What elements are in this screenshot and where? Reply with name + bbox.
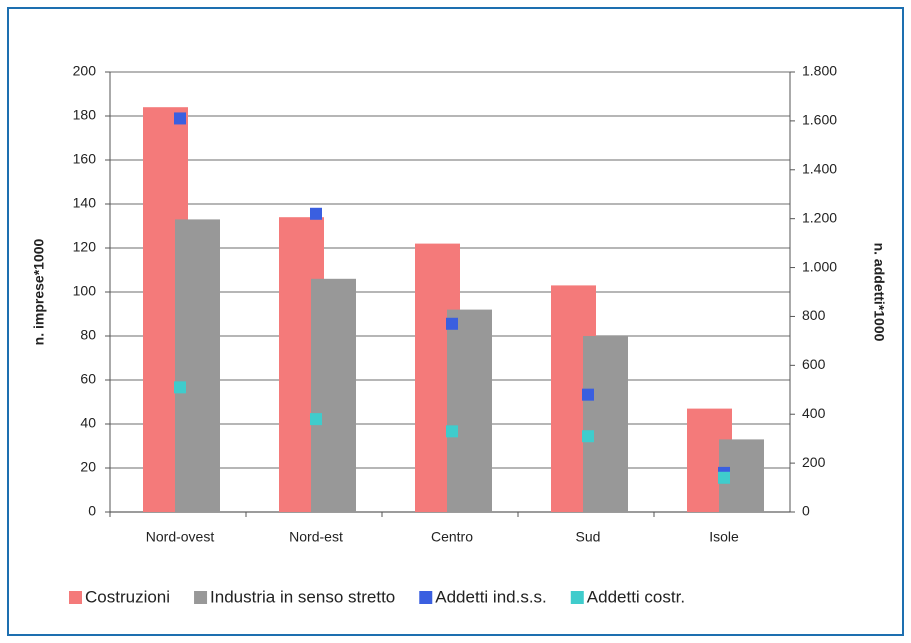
marker <box>174 381 186 394</box>
x-tick-label: Centro <box>431 529 473 545</box>
marker <box>718 471 730 484</box>
y-tick-label: 80 <box>80 327 96 343</box>
y-tick-label: 180 <box>73 107 97 123</box>
legend-label: Addetti ind.s.s. <box>435 587 547 606</box>
legend-swatch <box>419 591 433 604</box>
bar <box>175 219 220 512</box>
marker <box>310 207 322 220</box>
y-tick-label: 20 <box>80 459 96 475</box>
legend-label: Costruzioni <box>85 587 170 606</box>
bar <box>311 278 356 512</box>
marker <box>582 388 594 401</box>
y2-axis-title: n. addetti*1000 <box>871 243 887 342</box>
marker <box>446 425 458 438</box>
legend-label: Addetti costr. <box>587 587 685 606</box>
marker <box>446 317 458 330</box>
y2-tick-label: 1.000 <box>802 258 837 274</box>
y2-tick-label: 600 <box>802 356 826 372</box>
x-tick-label: Nord-est <box>289 529 343 545</box>
y-tick-label: 60 <box>80 371 96 387</box>
y2-tick-label: 1.200 <box>802 209 837 225</box>
y-tick-label: 100 <box>73 283 97 299</box>
x-tick-label: Nord-ovest <box>146 529 215 545</box>
y2-tick-label: 0 <box>802 503 810 519</box>
legend-swatch <box>69 591 82 604</box>
y-tick-label: 140 <box>73 195 97 211</box>
marker <box>174 112 186 125</box>
y-tick-label: 0 <box>88 503 96 519</box>
y-tick-label: 40 <box>80 415 96 431</box>
y-tick-label: 160 <box>73 151 97 167</box>
legend-swatch <box>194 591 208 604</box>
y2-tick-label: 200 <box>802 454 826 470</box>
legend-swatch <box>570 591 584 604</box>
y2-tick-label: 400 <box>802 405 826 421</box>
x-tick-label: Sud <box>576 529 601 545</box>
marker <box>310 413 322 426</box>
y-axis-title: n. imprese*1000 <box>31 238 47 345</box>
y2-tick-label: 1.800 <box>802 63 837 79</box>
x-tick-label: Isole <box>709 529 739 545</box>
y2-tick-label: 800 <box>802 307 826 323</box>
y2-tick-label: 1.600 <box>802 112 837 128</box>
y-tick-label: 120 <box>73 239 97 255</box>
marker <box>582 430 594 443</box>
y-tick-label: 200 <box>73 63 97 79</box>
bar <box>447 309 492 512</box>
bar <box>583 336 628 512</box>
y2-tick-label: 1.400 <box>802 160 837 176</box>
legend-label: Industria in senso stretto <box>210 587 395 606</box>
